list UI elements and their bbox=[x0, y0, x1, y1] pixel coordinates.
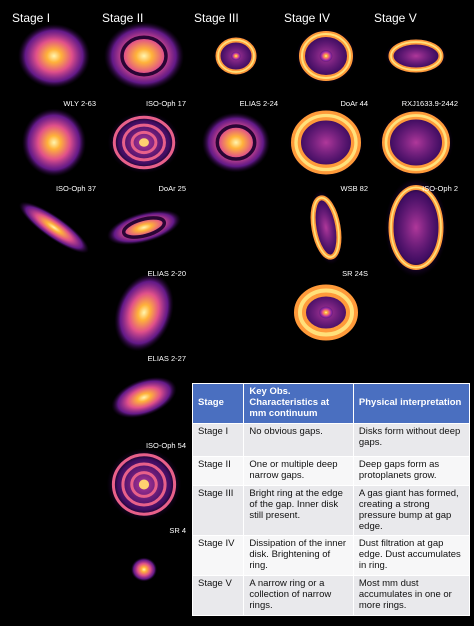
disk bbox=[114, 273, 174, 352]
panel-name: WSB 82 bbox=[340, 184, 368, 193]
ring bbox=[121, 462, 167, 507]
disk bbox=[18, 24, 90, 88]
panel-name: ELIAS 2-27 bbox=[148, 354, 186, 363]
disk bbox=[111, 376, 177, 419]
table-cell: No obvious gaps. bbox=[243, 422, 354, 457]
table-cell: Stage II bbox=[191, 455, 245, 486]
inner-disk bbox=[318, 306, 334, 319]
table-cell: Stage I bbox=[191, 422, 245, 457]
gap bbox=[215, 124, 257, 161]
disk-image bbox=[114, 273, 174, 352]
table-cell: One or multiple deep narrow gaps. bbox=[243, 455, 354, 486]
ring bbox=[122, 123, 166, 162]
table-cell: Stage IV bbox=[191, 535, 245, 577]
table-cell: Stage III bbox=[191, 484, 245, 537]
disk-image bbox=[18, 24, 90, 88]
halo bbox=[384, 177, 448, 278]
ring-core bbox=[384, 114, 448, 171]
disk-image bbox=[22, 108, 86, 177]
table-row: Stage III Bright ring at the edge of the … bbox=[191, 484, 471, 537]
stage-label: Stage II bbox=[102, 11, 143, 25]
disk-image bbox=[107, 209, 181, 246]
ring-core bbox=[390, 186, 442, 269]
core bbox=[138, 479, 150, 490]
header-cell: Stage bbox=[191, 383, 245, 424]
table-cell: A narrow ring or a collection of narrow … bbox=[243, 575, 354, 616]
table-cell: Dust filtration at gap edge. Dust accumu… bbox=[352, 535, 471, 577]
panel-name: ELIAS 2-20 bbox=[148, 269, 186, 278]
ring bbox=[130, 471, 158, 498]
gap bbox=[121, 216, 167, 239]
panel-name: RXJ1633.9-2442 bbox=[402, 99, 458, 108]
disk bbox=[19, 201, 89, 254]
ring-core bbox=[312, 197, 340, 258]
core bbox=[139, 138, 149, 147]
stage-label: Stage III bbox=[194, 11, 239, 25]
panel-name: ISO-Oph 17 bbox=[146, 99, 186, 108]
table-cell: Bright ring at the edge of the gap. Inne… bbox=[243, 484, 354, 537]
table-cell: Dissipation of the inner disk. Brighteni… bbox=[243, 535, 354, 577]
disk-image bbox=[378, 108, 454, 177]
stage-label: Stage I bbox=[12, 11, 50, 25]
disk-image bbox=[106, 448, 182, 521]
ring-core bbox=[298, 288, 354, 337]
disk bbox=[22, 108, 86, 177]
table-cell: A gas giant has formed, creating a stron… bbox=[352, 484, 471, 537]
table-cell: Deep gaps form as protoplanets grow. bbox=[352, 455, 471, 486]
panel-name: ISO-Oph 54 bbox=[146, 441, 186, 450]
disk-image bbox=[131, 557, 157, 582]
disk-image bbox=[104, 22, 184, 90]
table-cell: Stage V bbox=[191, 575, 245, 616]
panel-name: ISO-Oph 37 bbox=[56, 184, 96, 193]
disk bbox=[131, 557, 157, 582]
panel-name: WLY 2-63 bbox=[63, 99, 96, 108]
table-row: Stage I No obvious gaps. Disks form withou… bbox=[191, 422, 471, 457]
panel-name: ELIAS 2-24 bbox=[240, 99, 278, 108]
ring bbox=[130, 130, 158, 155]
disk-image bbox=[19, 201, 89, 254]
disk-image bbox=[202, 112, 270, 173]
table-row: Stage II One or multiple deep narrow gaps… bbox=[191, 455, 471, 486]
disk-image bbox=[111, 376, 177, 419]
panel-name: SR 24S bbox=[342, 269, 368, 278]
panel-name: SR 4 bbox=[169, 526, 186, 535]
disk-image bbox=[107, 111, 181, 174]
inner-disk bbox=[319, 49, 333, 63]
disk-image bbox=[296, 28, 356, 84]
stage-label: Stage IV bbox=[284, 11, 330, 25]
ring bbox=[111, 453, 177, 516]
disk bbox=[202, 112, 270, 173]
disk bbox=[107, 209, 181, 246]
panel-name: DoAr 44 bbox=[340, 99, 368, 108]
ring-core bbox=[294, 113, 358, 172]
header-cell: Physical interpretation bbox=[352, 383, 471, 424]
table-header: Stage Key Obs. Characteristics at mm cont… bbox=[191, 383, 471, 424]
table-cell: Disks form without deep gaps. bbox=[352, 422, 471, 457]
panel-name: ISO-Oph 2 bbox=[422, 184, 458, 193]
header-cell: Key Obs. Characteristics at mm continuum bbox=[243, 383, 354, 424]
disk-image bbox=[384, 177, 448, 278]
table-cell: Most mm dust accumulates in one or more … bbox=[352, 575, 471, 616]
table-row: Stage IV Dissipation of the inner disk. B… bbox=[191, 535, 471, 577]
stage-label: Stage V bbox=[374, 11, 417, 25]
ring-core bbox=[390, 41, 442, 71]
stage-table: Stage Key Obs. Characteristics at mm cont… bbox=[191, 383, 471, 616]
disk-image bbox=[213, 36, 259, 76]
disk-image bbox=[288, 108, 364, 177]
disk bbox=[104, 22, 184, 90]
inner-disk bbox=[230, 51, 242, 61]
ring bbox=[112, 115, 176, 170]
ring-core bbox=[217, 39, 255, 73]
disk-image bbox=[384, 38, 448, 74]
disk-image bbox=[293, 284, 359, 341]
ring-core bbox=[301, 33, 351, 79]
gap bbox=[120, 35, 168, 77]
disk-image bbox=[309, 190, 343, 265]
panel-name: DoAr 25 bbox=[158, 184, 186, 193]
